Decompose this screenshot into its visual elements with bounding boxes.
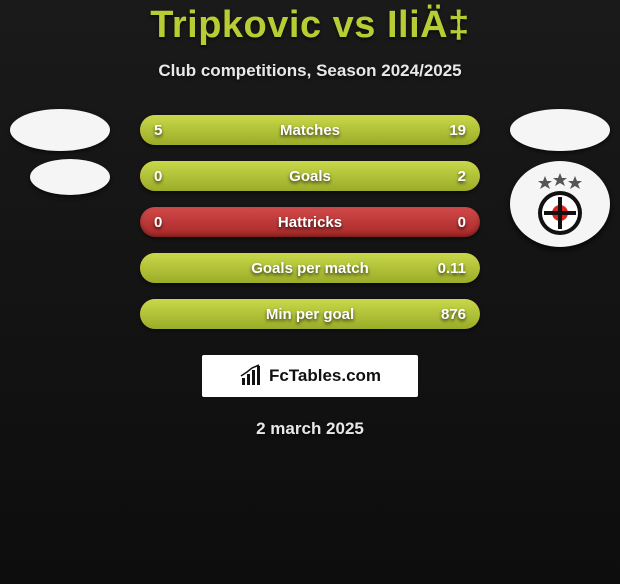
stat-label: Hattricks [278, 214, 342, 231]
stat-right-value: 2 [458, 168, 466, 185]
stat-left-value: 0 [154, 168, 162, 185]
stat-row: Min per goal 876 [0, 291, 620, 337]
player-left-badge-1 [10, 109, 110, 151]
stat-right-value: 19 [449, 122, 466, 139]
stat-right-value: 0 [458, 214, 466, 231]
stat-row: 0 Hattricks 0 [0, 199, 620, 245]
stat-right-value: 876 [441, 306, 466, 323]
brand-badge[interactable]: FcTables.com [202, 355, 418, 397]
stat-bar-goals-per-match: Goals per match 0.11 [140, 253, 480, 283]
comparison-date: 2 march 2025 [0, 419, 620, 439]
stat-right-value: 0.11 [438, 260, 466, 277]
stats-area: 5 Matches 19 0 Goals 2 [0, 107, 620, 337]
stat-bar-hattricks: 0 Hattricks 0 [140, 207, 480, 237]
stat-label: Min per goal [266, 306, 354, 323]
brand-label: FcTables.com [269, 366, 381, 386]
player-right-badge-1 [510, 109, 610, 151]
stat-bar-goals: 0 Goals 2 [140, 161, 480, 191]
stat-row: Goals per match 0.11 [0, 245, 620, 291]
page-subtitle: Club competitions, Season 2024/2025 [0, 61, 620, 81]
stat-label: Goals [289, 168, 331, 185]
stat-row: 5 Matches 19 [0, 107, 620, 153]
stat-bar-min-per-goal: Min per goal 876 [140, 299, 480, 329]
stat-label: Matches [280, 122, 340, 139]
stat-label: Goals per match [251, 260, 369, 277]
stat-bar-matches: 5 Matches 19 [140, 115, 480, 145]
stat-left-value: 5 [154, 122, 162, 139]
page-title: Tripkovic vs IliÄ‡ [0, 4, 620, 47]
player-left-badge-2 [30, 159, 110, 195]
stat-left-value: 0 [154, 214, 162, 231]
bar-chart-icon [239, 364, 263, 388]
